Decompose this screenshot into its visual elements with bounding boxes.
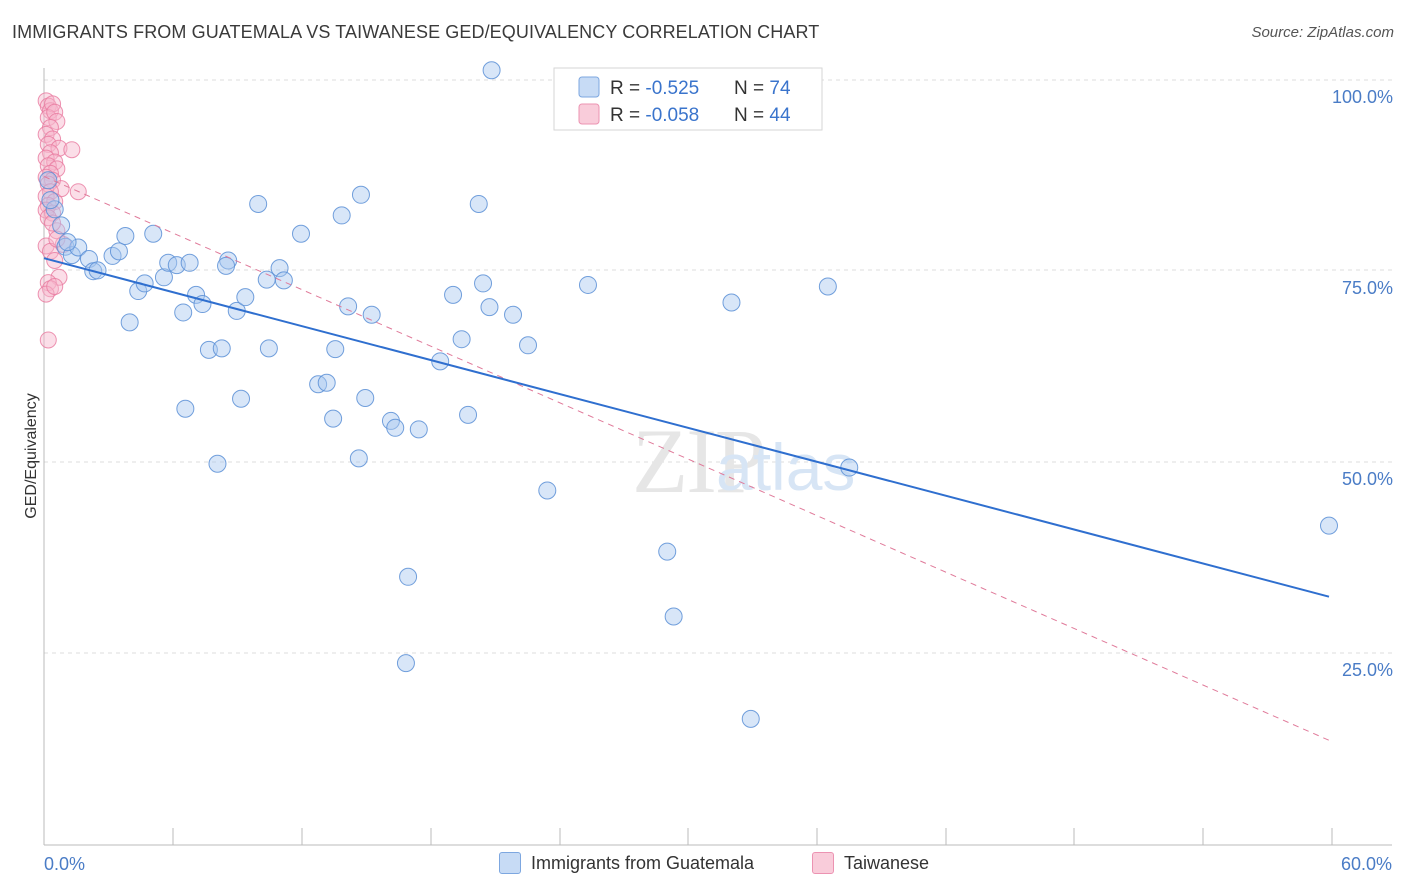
guatemala-point-64 [578,275,597,294]
taiwanese-trend-line [43,175,1330,741]
guatemala-point-26 [212,339,231,358]
guatemala-point-31 [232,389,251,408]
trend-lines [43,175,1330,741]
guatemala-point-54 [444,285,463,304]
watermark: ZIP atlas [632,410,855,512]
guatemala-point-35 [270,259,289,278]
x-tick-label-max: 60.0% [1341,854,1392,874]
guatemala-points [39,61,1338,728]
guatemala-point-12 [120,313,139,332]
guatemala-point-46 [356,389,375,408]
guatemala-point-10 [109,242,128,261]
guatemala-point-42 [332,206,351,225]
guatemala-point-11 [116,227,135,246]
guatemala-point-61 [504,305,523,324]
guatemala-point-2 [52,216,71,235]
guatemala-point-51 [396,654,415,673]
taiwanese-point-41 [39,331,57,349]
taiwanese-point-11 [50,139,68,157]
legend-swatch-blue [578,76,600,98]
guatemala-point-36 [274,271,293,290]
source-label: Source: ZipAtlas.com [1251,24,1394,41]
guatemala-point-44 [349,449,368,468]
guatemala-point-24 [199,340,218,359]
y-tick-label-1: 75.0% [1342,278,1393,298]
legend-swatch-pink [578,103,600,125]
guatemala-point-28 [217,256,236,275]
taiwanese-point-13 [63,141,81,159]
guatemala-point-19 [174,303,193,322]
guatemala-point-57 [469,194,488,213]
legend-label-taiwanese: Taiwanese [844,852,930,873]
guatemala-point-30 [236,288,255,307]
guatemala-point-32 [249,194,268,213]
guatemala-point-56 [459,405,478,424]
legend-item-taiwanese: Taiwanese [812,852,929,874]
guatemala-point-16 [154,268,173,287]
guatemala-point-60 [480,298,499,317]
guatemala-point-66 [664,607,683,626]
y-tick-labels: 100.0% 75.0% 50.0% 25.0% [1332,87,1393,680]
guatemala-point-39 [317,373,336,392]
guatemala-point-21 [180,253,199,272]
guatemala-point-40 [324,409,343,428]
guatemala-trend-line [43,257,1330,598]
y-tick-label-3: 25.0% [1342,660,1393,680]
guatemala-point-37 [292,224,310,243]
guatemala-point-9 [103,246,122,265]
legend-row-1: R = -0.525 N = 74 [610,78,791,99]
guatemala-point-62 [519,336,538,355]
guatemala-point-72 [41,191,60,210]
watermark-zip: ZIP [632,410,764,512]
legend-swatch-taiwanese [812,852,834,874]
guatemala-point-41 [326,340,345,359]
guatemala-point-49 [386,418,405,437]
guatemala-point-0 [39,171,58,190]
guatemala-point-70 [840,458,859,477]
axes [43,68,1392,846]
guatemala-point-34 [259,339,278,358]
taiwanese-point-36 [50,268,68,286]
guatemala-point-69 [818,277,837,296]
legend-top: R = -0.525 N = 74 R = -0.058 N = 44 [553,67,823,131]
legend-row-2: R = -0.058 N = 44 [610,105,791,126]
guatemala-point-43 [339,297,358,316]
guatemala-point-15 [144,224,163,243]
guatemala-point-20 [176,399,195,418]
taiwanese-point-6 [48,112,66,130]
y-tick-label-2: 50.0% [1342,469,1393,489]
guatemala-point-58 [474,274,493,293]
gridlines [44,79,1392,654]
guatemala-point-67 [722,293,741,312]
guatemala-point-65 [658,542,677,561]
taiwanese-point-40 [46,277,64,295]
guatemala-point-1 [45,200,64,219]
guatemala-point-59 [482,61,501,80]
chart-title: IMMIGRANTS FROM GUATEMALA VS TAIWANESE G… [12,22,820,42]
guatemala-point-63 [538,481,557,500]
guatemala-point-25 [208,454,227,473]
guatemala-point-5 [69,238,88,257]
legend-label-guatemala: Immigrants from Guatemala [531,852,755,873]
guatemala-point-45 [351,185,370,204]
x-tick-label-min: 0.0% [44,854,85,874]
y-axis-title: GED/Equivalency [23,393,40,518]
legend-swatch-guatemala [499,852,521,874]
legend-item-guatemala: Immigrants from Guatemala [499,852,754,874]
guatemala-point-50 [399,567,418,586]
y-tick-label-0: 100.0% [1332,87,1393,107]
legend-bottom: Immigrants from Guatemala Taiwanese [0,850,1406,880]
guatemala-point-73 [58,233,77,252]
guatemala-point-52 [409,420,428,439]
guatemala-point-55 [452,330,471,349]
guatemala-point-68 [741,709,760,728]
x-ticks [43,828,1333,845]
guatemala-point-47 [362,305,381,324]
guatemala-point-71 [1320,516,1338,535]
